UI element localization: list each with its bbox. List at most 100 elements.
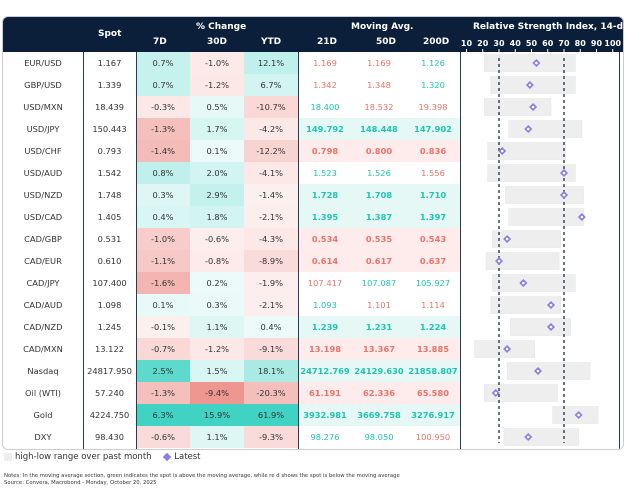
cell-spot: 1.098 [97,300,122,310]
cell-d30: 0.3% [190,294,244,316]
divider-change-ma [298,52,299,449]
table-row: USD/AUD 1.542 0.8% 2.0% -4.1% 1.523 1.526 1.556 [3,162,623,184]
rsi-tick-label: 50 [526,39,538,48]
table-row: CAD/EUR 0.610 -1.1% -0.8% -8.9% 0.614 0.617 0.6… [3,250,623,272]
cell-d7: -0.3% [136,96,190,118]
cell-ma200: 100.950 [415,432,451,442]
ma-row-highlight [298,250,460,272]
cell-name: Nasdaq [27,366,59,376]
cell-d7: 0.1% [136,294,190,316]
cell-ma50: 1.708 [365,190,393,200]
table-row: DXY 98.430 -0.6% 1.1% -9.3% 98.276 98.050 100.9… [3,426,623,448]
rsi-tick-label: 80 [575,39,587,48]
cell-spot: 1.542 [97,168,122,178]
cell-ma21: 107.417 [307,278,343,288]
header-200d: 200D [423,37,450,47]
cell-ma50: 1.526 [367,168,391,178]
header-50d: 50D [376,37,396,47]
table-row: Gold 4224.750 6.3% 15.9% 61.9% 3932.981 3669.7… [3,404,623,426]
cell-ytd: -1.4% [244,184,298,206]
cell-name: CAD/EUR [24,256,62,266]
rsi-tick-label: 10 [461,39,473,48]
divider-ma-rsi [460,52,461,449]
cell-name: EUR/USD [24,58,62,68]
ma-row-highlight [298,206,460,228]
cell-ma50: 1.231 [365,322,393,332]
legend-range-label: high-low range over past month [15,452,152,462]
cell-spot: 0.793 [97,146,122,156]
table-row: Nasdaq 24817.950 2.5% 1.5% 18.1% 24712.769 241… [3,360,623,382]
table-row: CAD/GBP 0.531 -1.0% -0.6% -4.3% 0.534 0.535 0.5… [3,228,623,250]
rsi-tick-label: 40 [510,39,522,48]
divider-right [619,52,620,449]
cell-ma50: 1.348 [367,80,391,90]
cell-d30: 1.7% [190,118,244,140]
header-moving-avg: Moving Avg. [351,22,414,32]
rsi-tick-label: 90 [591,39,603,48]
cell-spot: 1.339 [97,80,122,90]
cell-ma200: 65.580 [416,388,450,398]
cell-spot: 1.245 [97,322,122,332]
cell-d30: 1.8% [190,206,244,228]
cell-ma21: 13.198 [308,344,342,354]
cell-d7: 0.8% [136,162,190,184]
cell-ma50: 24129.630 [354,366,404,376]
cell-d30: 2.0% [190,162,244,184]
ma-row-highlight [298,184,460,206]
cell-ytd: 0.4% [244,316,298,338]
cell-spot: 13.122 [94,344,125,354]
cell-ma200: 1.126 [421,58,445,68]
cell-ytd: -4.1% [244,162,298,184]
cell-ma200: 3276.917 [411,410,455,420]
cell-ma21: 149.792 [306,124,344,134]
table-row: CAD/JPY 107.400 -1.6% 0.2% -1.9% 107.417 107.0… [3,272,623,294]
cell-ma200: 105.927 [415,278,451,288]
cell-ytd: -2.1% [244,294,298,316]
cell-ma50: 1.387 [365,212,393,222]
cell-ma21: 1.395 [311,212,339,222]
cell-d30: 1.1% [190,426,244,448]
cell-name: DXY [34,432,52,442]
cell-name: USD/JPY [26,124,60,134]
cell-ma200: 0.836 [419,146,447,156]
cell-name: USD/MXN [23,102,63,112]
cell-ma200: 1.224 [419,322,447,332]
cell-name: CAD/NZD [23,322,63,332]
header-21d: 21D [317,37,337,47]
cell-d30: 0.1% [190,140,244,162]
rsi-tick-label: 30 [493,39,505,48]
header-pct-change: % Change [196,22,247,32]
cell-ma50: 13.367 [362,344,396,354]
legend-latest-label: Latest [174,452,201,462]
cell-name: USD/CHF [24,146,62,156]
cell-name: USD/AUD [23,168,63,178]
fx-dashboard-table: Spot % Change 7D 30D YTD Moving Avg. 21D… [2,16,624,450]
cell-ma50: 62.336 [362,388,396,398]
cell-spot: 1.405 [97,212,122,222]
table-row: USD/CAD 1.405 0.4% 1.8% -2.1% 1.395 1.387 1.397 [3,206,623,228]
ma-row-highlight [298,404,460,426]
range-swatch-icon [4,452,12,461]
table-row: EUR/USD 1.167 0.7% -1.0% 12.1% 1.169 1.169 1.12… [3,52,623,74]
cell-ytd: 18.1% [244,360,298,382]
cell-d30: -0.6% [190,228,244,250]
cell-d7: 2.5% [136,360,190,382]
table-row: CAD/NZD 1.245 -0.1% 1.1% 0.4% 1.239 1.231 1.224 [3,316,623,338]
cell-ytd: -9.3% [244,426,298,448]
cell-ma200: 0.543 [419,234,447,244]
cell-ytd: 6.7% [244,74,298,96]
notes-text: Notes: In the moving average section, gr… [4,473,400,479]
cell-ma200: 13.885 [416,344,450,354]
cell-d7: -1.1% [136,250,190,272]
cell-ma50: 0.617 [365,256,393,266]
cell-ytd: -10.7% [244,96,298,118]
ma-row-highlight [298,140,460,162]
cell-ma21: 0.614 [311,256,339,266]
cell-d7: -1.3% [136,382,190,404]
cell-ma200: 1.114 [421,300,445,310]
cell-ma21: 1.093 [313,300,337,310]
cell-ma21: 61.191 [308,388,342,398]
cell-d7: -1.3% [136,118,190,140]
cell-ma50: 18.532 [364,102,394,112]
table-row: USD/MXN 18.439 -0.3% 0.5% -10.7% 18.400 18.532… [3,96,623,118]
